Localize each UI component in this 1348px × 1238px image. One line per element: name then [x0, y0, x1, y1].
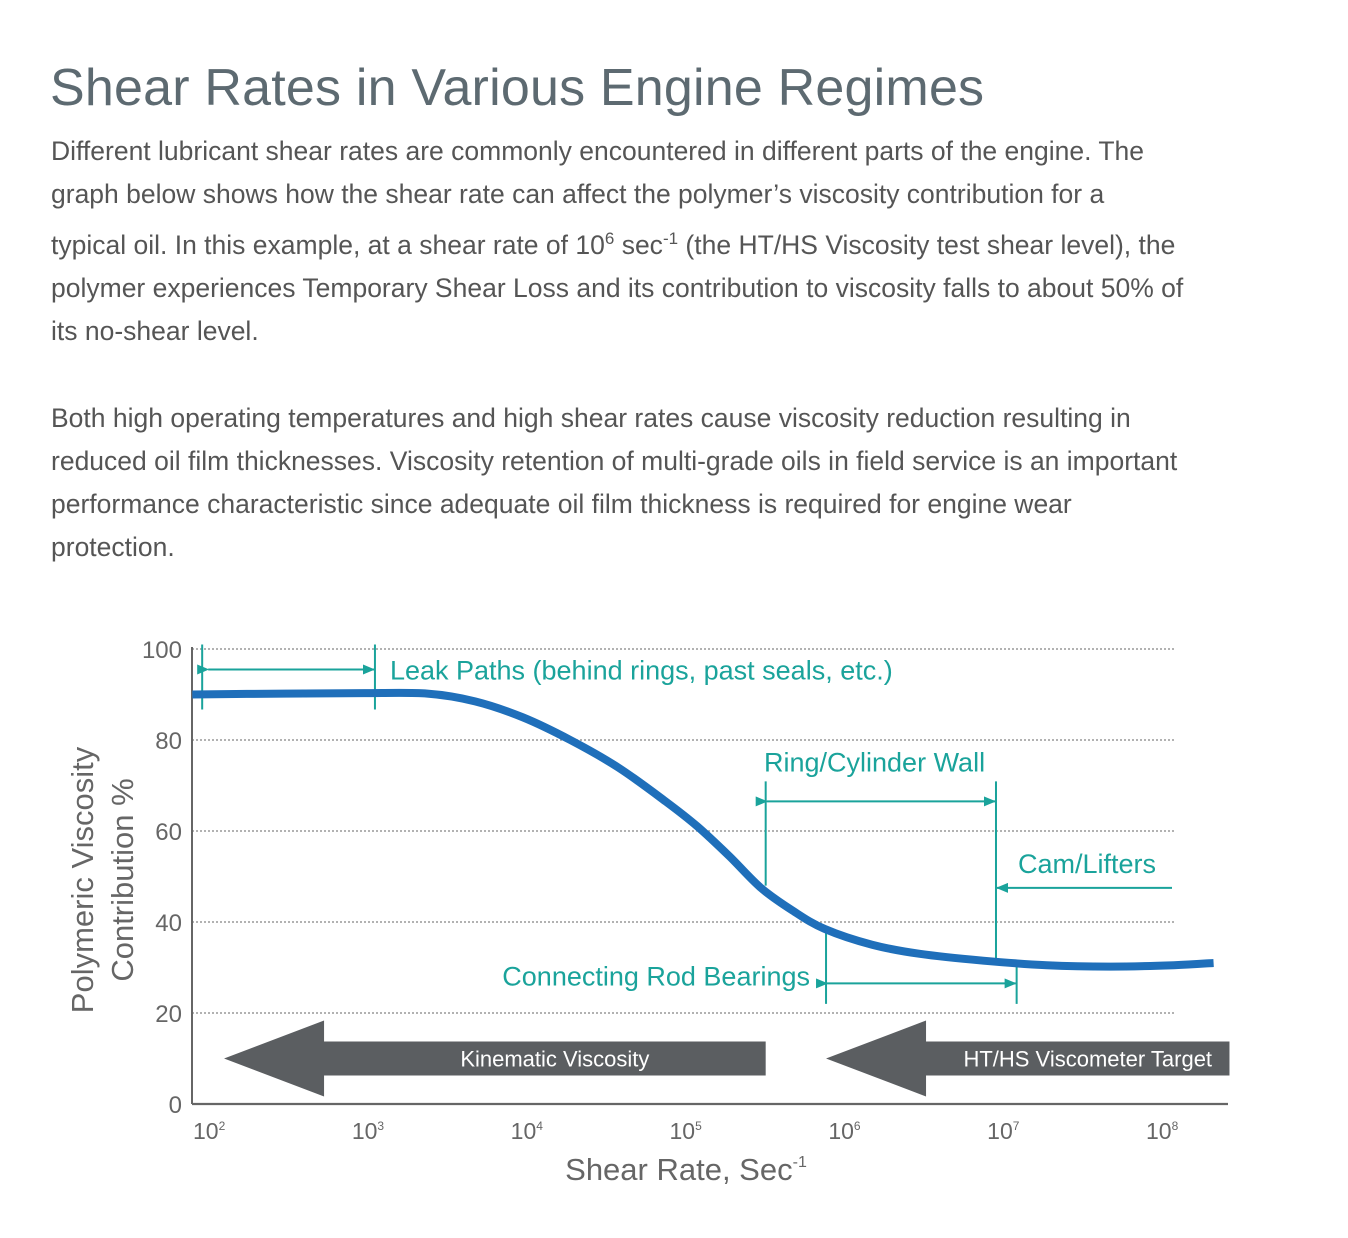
- shear-rate-chart: 0 20 40 60 80 100 102 103 104 105 106 107 108 Shear R…: [65, 637, 1230, 1187]
- kinematic-viscosity-label: Kinematic Viscosity: [460, 1047, 649, 1072]
- y-tick-label: 60: [155, 819, 182, 846]
- x-tick-label: 107: [987, 1118, 1020, 1144]
- intro-line-4: polymer experiences Temporary Shear Loss…: [51, 273, 1184, 303]
- label-layer: Leak Paths (behind rings, past seals, et…: [390, 655, 1156, 991]
- conrod-label: Connecting Rod Bearings: [502, 961, 810, 991]
- detail-line-4: protection.: [51, 532, 175, 562]
- kinematic-viscosity-arrow: [224, 1020, 766, 1097]
- y-axis-label-line1: Polymeric Viscosity: [65, 746, 100, 1013]
- x-tick-label: 104: [511, 1118, 544, 1144]
- y-tick-label: 100: [142, 637, 182, 664]
- x-tick-label: 106: [828, 1118, 861, 1144]
- leak-paths-label: Leak Paths (behind rings, past seals, et…: [390, 655, 893, 685]
- detail-line-3: performance characteristic since adequat…: [51, 489, 1072, 519]
- detail-line-2: reduced oil film thicknesses. Viscosity …: [51, 446, 1178, 476]
- y-tick-label: 0: [169, 1092, 182, 1119]
- cam-lifters-label: Cam/Lifters: [1018, 849, 1156, 879]
- detail-paragraph: Both high operating temperatures and hig…: [51, 397, 1301, 569]
- axis-layer: 0 20 40 60 80 100 102 103 104 105 106 107 108 Shear R…: [65, 637, 1228, 1187]
- hths-target-arrow: [826, 1020, 1230, 1097]
- grid-layer: [192, 648, 1176, 1014]
- hths-target-label: HT/HS Viscometer Target: [963, 1047, 1212, 1072]
- x-tick-label: 105: [670, 1118, 703, 1144]
- x-tick-label: 108: [1146, 1118, 1179, 1144]
- y-tick-label: 40: [155, 910, 182, 937]
- intro-line-1: Different lubricant shear rates are comm…: [51, 136, 1145, 166]
- intro-line-2: graph below shows how the shear rate can…: [51, 179, 1105, 209]
- annotation-layer: [197, 644, 1172, 1004]
- page-title: Shear Rates in Various Engine Regimes: [50, 59, 985, 117]
- band-layer: Kinematic Viscosity HT/HS Viscometer Targ…: [224, 1020, 1230, 1097]
- viscosity-curve-0: [192, 688, 1214, 971]
- y-tick-label: 20: [155, 1001, 182, 1028]
- intro-paragraph: Different lubricant shear rates are comm…: [51, 130, 1301, 353]
- intro-line-3: typical oil. In this example, at a shear…: [51, 229, 1176, 260]
- curve-layer: [192, 688, 1214, 971]
- x-axis-label: Shear Rate, Sec-1: [565, 1152, 807, 1187]
- detail-line-1: Both high operating temperatures and hig…: [51, 403, 1131, 433]
- y-axis-label-line2: Contribution %: [105, 778, 140, 981]
- ring-cylinder-label: Ring/Cylinder Wall: [764, 747, 985, 777]
- x-tick-label: 102: [193, 1118, 226, 1144]
- x-tick-label: 103: [352, 1118, 385, 1144]
- intro-line-5: its no-shear level.: [51, 316, 259, 346]
- y-tick-label: 80: [155, 728, 182, 755]
